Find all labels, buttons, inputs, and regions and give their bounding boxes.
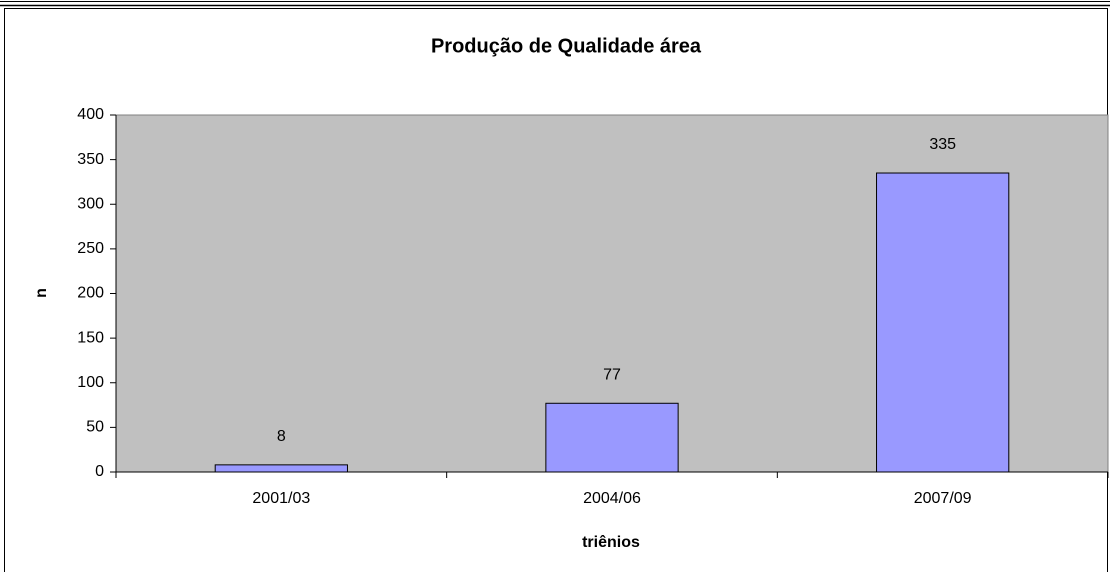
bar bbox=[545, 402, 679, 473]
y-tick-label: 400 bbox=[77, 106, 104, 123]
y-tick-label: 150 bbox=[77, 329, 104, 346]
bar bbox=[876, 172, 1010, 473]
y-tick-label: 50 bbox=[86, 419, 104, 436]
bar bbox=[214, 464, 348, 473]
x-tick-label: 2004/06 bbox=[583, 490, 641, 507]
y-tick-label: 100 bbox=[77, 374, 104, 391]
data-label: 335 bbox=[929, 136, 956, 153]
y-tick-label: 250 bbox=[77, 240, 104, 257]
data-label: 8 bbox=[277, 428, 286, 445]
y-tick-label: 350 bbox=[77, 151, 104, 168]
y-tick-label: 0 bbox=[95, 463, 104, 480]
y-tick-label: 200 bbox=[77, 285, 104, 302]
y-tick-label: 300 bbox=[77, 195, 104, 212]
data-label: 77 bbox=[603, 366, 621, 383]
x-tick-label: 2001/03 bbox=[252, 490, 310, 507]
x-axis-title: triênios bbox=[582, 534, 640, 551]
chart-title: Produção de Qualidade área bbox=[431, 35, 702, 57]
y-axis-title: n bbox=[33, 288, 50, 298]
x-tick-label: 2007/09 bbox=[914, 490, 972, 507]
